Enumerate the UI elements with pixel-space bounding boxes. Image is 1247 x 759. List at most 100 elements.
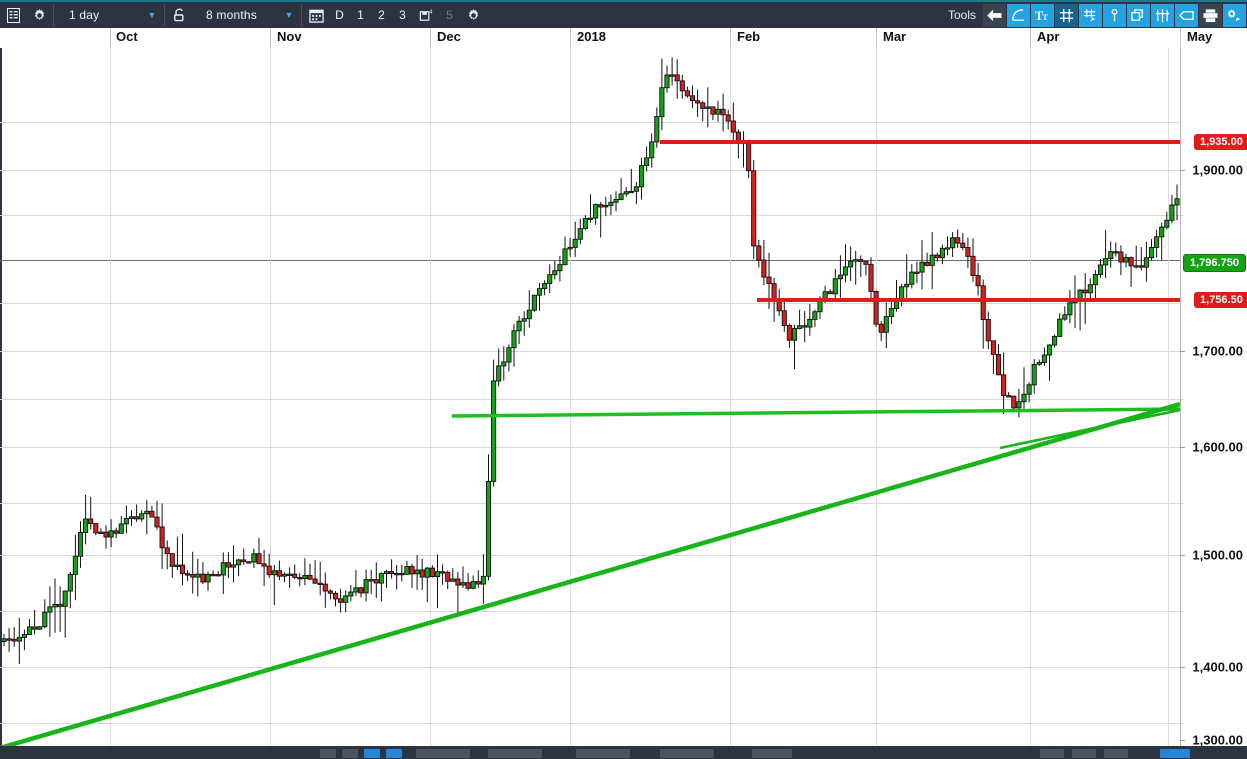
range-dropdown[interactable]: 8 months ▼ [192, 4, 300, 26]
price-label-1900: 1,900.00 [1192, 162, 1243, 178]
taskbar-item[interactable] [752, 749, 792, 758]
taskbar-item[interactable] [660, 749, 714, 758]
taskbar-item[interactable] [320, 749, 336, 758]
gridline-1400 [0, 667, 1180, 668]
taskbar-item[interactable] [342, 749, 358, 758]
axis-tick-minor [1180, 611, 1183, 612]
period-5-button[interactable]: 5 [446, 8, 453, 22]
vgridline [730, 48, 731, 746]
date-tick [730, 28, 731, 48]
toolbar-divider [164, 4, 165, 26]
date-label-may: May [1187, 29, 1213, 44]
resistance-lower-tag[interactable]: 1,756.50 [1194, 292, 1247, 308]
chevron-down-icon: ▼ [147, 10, 157, 20]
period-3-button[interactable]: 3 [399, 8, 406, 22]
svg-text:T: T [1043, 12, 1049, 22]
gridline [0, 122, 1180, 123]
vgridline [270, 48, 271, 746]
gridline-1600 [0, 447, 1180, 448]
gridline [0, 303, 1180, 304]
axis-tick-minor [1180, 503, 1183, 504]
axis-tick [1180, 351, 1185, 352]
chevron-down-icon: ▼ [284, 10, 294, 20]
candlestick-chart-plot[interactable] [0, 48, 1180, 746]
tray-icon[interactable] [1040, 749, 1064, 758]
grid-tool-icon[interactable] [1055, 3, 1078, 27]
current-price-tag[interactable]: 1,796.750 [1183, 254, 1246, 272]
axis-line [1180, 48, 1181, 746]
axis-tick [1180, 740, 1185, 741]
taskbar-item-active[interactable] [386, 749, 402, 758]
period-day-button[interactable]: D [335, 8, 344, 22]
gridline [0, 723, 1180, 724]
axis-tick [1180, 170, 1185, 171]
date-label-dec: Dec [437, 29, 461, 44]
plot-left-edge [0, 48, 2, 746]
date-tick [270, 28, 271, 48]
minor-uptrend-line[interactable] [999, 408, 1180, 450]
date-label-apr: Apr [1037, 29, 1060, 44]
annotation-layer [0, 140, 1180, 746]
taskbar-item[interactable] [416, 749, 470, 758]
taskbar-item-active[interactable] [364, 749, 380, 758]
vgridline [1168, 48, 1169, 746]
axis-tick [1180, 667, 1185, 668]
period-2-button[interactable]: 2 [378, 8, 385, 22]
taskbar-item[interactable] [488, 749, 542, 758]
price-label-1600: 1,600.00 [1192, 439, 1243, 455]
save-layout-icon[interactable]: 4 [413, 3, 439, 27]
gridline-1500 [0, 555, 1180, 556]
svg-text:4: 4 [429, 9, 432, 15]
price-axis[interactable]: 1,900.00 1,700.00 1,600.00 1,500.00 1,40… [1180, 48, 1247, 748]
lock-icon[interactable] [166, 3, 192, 27]
label-tag-icon[interactable] [1175, 3, 1198, 27]
axis-tick-minor [1180, 399, 1183, 400]
list-icon[interactable] [0, 3, 26, 27]
svg-text:T: T [1035, 9, 1043, 23]
tray-icon-active[interactable] [1160, 749, 1190, 758]
gridline-1700 [0, 351, 1180, 352]
axis-tick [1180, 447, 1185, 448]
support-horizontal-line[interactable] [451, 407, 1180, 418]
pin-marker-icon[interactable] [1103, 3, 1126, 27]
settings-tools-icon[interactable] [1223, 3, 1246, 27]
candlestick-series [1, 57, 1180, 664]
tray-icon[interactable] [1104, 749, 1128, 758]
curve-line-icon[interactable] [1007, 3, 1030, 27]
taskbar-item[interactable] [576, 749, 630, 758]
pencil-draw-icon[interactable] [1079, 3, 1102, 27]
gear-icon[interactable] [26, 3, 52, 27]
date-tick [1180, 28, 1181, 48]
date-label-feb: Feb [737, 29, 761, 44]
calendar-icon[interactable] [303, 3, 329, 27]
fork-tool-icon[interactable] [1151, 3, 1174, 27]
cursor-arrow-icon[interactable] [983, 3, 1006, 27]
axis-tick-minor [1180, 723, 1183, 724]
toolbar-divider [53, 4, 54, 26]
gridline-current [0, 260, 1180, 261]
settings-gear-icon[interactable] [460, 3, 486, 27]
axis-tick-minor [1180, 215, 1183, 216]
copy-shapes-icon[interactable] [1127, 3, 1150, 27]
vgridline [430, 48, 431, 746]
period-1-button[interactable]: 1 [357, 8, 364, 22]
tray-icon[interactable] [1072, 749, 1096, 758]
gridline [0, 399, 1180, 400]
date-label-oct: Oct [116, 29, 138, 44]
tools-label: Tools [947, 8, 976, 22]
interval-dropdown[interactable]: 1 day ▼ [55, 4, 163, 26]
gridline [0, 611, 1180, 612]
vgridline [110, 48, 111, 746]
price-label-1700: 1,700.00 [1192, 343, 1243, 359]
os-taskbar[interactable] [0, 746, 1247, 759]
vgridline [1030, 48, 1031, 746]
resistance-upper-tag[interactable]: 1,935.00 [1194, 134, 1247, 150]
interval-value: 1 day [69, 8, 100, 22]
uptrend-line[interactable] [0, 401, 1180, 746]
print-icon[interactable] [1199, 3, 1222, 27]
price-label-1500: 1,500.00 [1192, 547, 1243, 563]
date-tick [110, 28, 111, 48]
date-label-2018: 2018 [577, 29, 606, 44]
vgridline [876, 48, 877, 746]
